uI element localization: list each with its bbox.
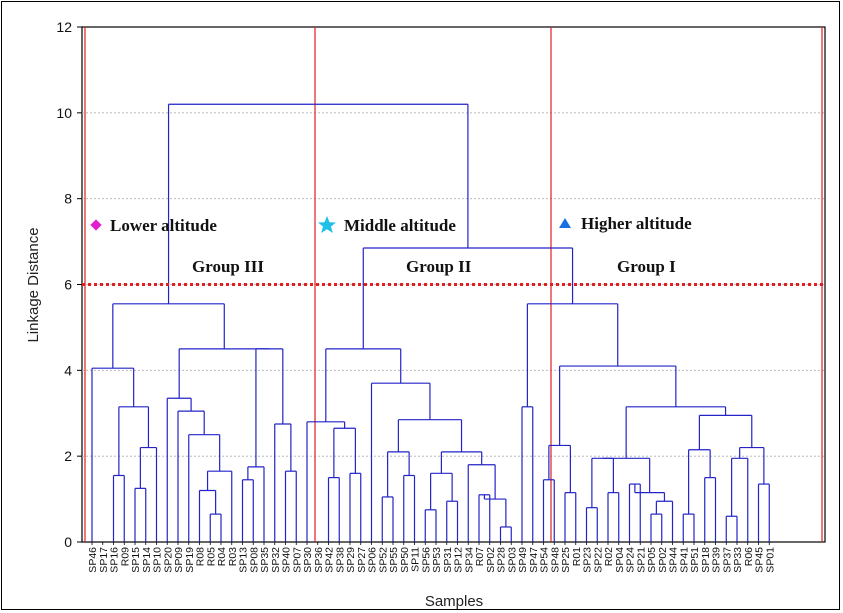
leaf-label: SP07 [291,547,303,573]
leaf-label: SP46 [87,547,99,573]
leaf-label: SP27 [356,547,368,573]
y-tick-label: 8 [64,191,72,207]
leaf-label: SP30 [302,547,314,573]
y-tick-label: 10 [56,105,72,121]
leaf-labels: SP46SP17SP16R09SP15SP14SP10SP20SP09SP19R… [87,542,776,573]
leaf-label: SP28 [496,547,508,573]
leaf-label: SP42 [324,547,336,573]
leaf-label: R03 [227,547,239,566]
leaf-label: SP34 [463,547,475,573]
leaf-label: SP56 [420,547,432,573]
leaf-label: SP41 [678,547,690,573]
leaf-label: SP17 [98,547,110,573]
leaf-label: SP21 [635,547,647,573]
leaf-label: SP01 [764,547,776,573]
leaf-label: SP39 [711,547,723,573]
leaf-label: SP40 [281,547,293,573]
lower-altitude-label: Lower altitude [110,216,217,235]
leaf-label: R06 [743,547,755,566]
leaf-label: SP11 [410,547,422,572]
leaf-label: SP44 [668,547,680,573]
leaf-label: SP53 [431,547,443,573]
leaf-label: SP20 [162,547,174,573]
dendrogram-tree [91,103,770,542]
triangle-icon [559,218,571,228]
leaf-label: SP14 [141,547,153,573]
leaf-label: SP36 [313,547,325,573]
leaf-label: R09 [119,547,131,566]
leaf-label: R08 [195,547,207,566]
leaf-label: SP25 [560,547,572,573]
y-tick-label: 6 [64,277,72,293]
leaf-label: SP29 [345,547,357,573]
leaf-label: SP08 [248,547,260,573]
middle-altitude-label: Middle altitude [344,216,456,235]
group-i-label: Group I [617,257,676,276]
leaf-label: SP05 [646,547,658,573]
leaf-label: SP06 [367,547,379,573]
y-tick-label: 4 [64,362,72,378]
leaf-label: R05 [205,547,217,566]
diamond-icon [90,219,102,231]
leaf-label: SP55 [388,547,400,573]
leaf-label: SP04 [614,547,626,573]
y-tick-label: 0 [64,534,72,550]
leaf-label: SP48 [549,547,561,573]
leaf-label: SP54 [539,547,551,573]
star-icon [318,216,336,233]
leaf-label: R04 [216,547,228,566]
leaf-label: SP09 [173,547,185,573]
leaf-label: R02 [603,547,615,566]
leaf-label: SP50 [399,547,411,573]
leaf-label: SP49 [517,547,529,573]
leaf-label: SP13 [238,547,250,573]
leaf-label: SP31 [442,547,454,573]
leaf-label: SP19 [184,547,196,573]
x-axis-label: Samples [425,593,483,610]
leaf-label: SP16 [109,547,121,573]
leaf-label: SP15 [130,547,142,573]
leaf-label: SP02 [657,547,669,573]
y-tick-label: 12 [56,19,72,35]
leaf-label: SP32 [270,547,282,573]
leaf-label: SP22 [592,547,604,573]
leaf-label: SP37 [721,547,733,573]
leaf-label: SP23 [582,547,594,573]
leaf-label: SP03 [506,547,518,573]
leaf-label: SP18 [700,547,712,573]
leaf-label: SP12 [453,547,465,573]
y-tick-label: 2 [64,448,72,464]
leaf-label: R07 [474,547,486,566]
leaf-label: SP52 [377,547,389,573]
leaf-label: SP02 [485,547,497,573]
leaf-label: SP35 [259,547,271,573]
leaf-label: R01 [571,547,583,566]
leaf-label: SP10 [152,547,164,573]
leaf-label: SP47 [528,547,540,573]
leaf-label: SP45 [754,547,766,573]
group-ii-label: Group II [406,257,472,276]
leaf-label: SP38 [334,547,346,573]
leaf-label: SP24 [625,547,637,573]
group-iii-label: Group III [192,257,264,276]
leaf-label: SP51 [689,547,701,573]
leaf-label: SP33 [732,547,744,573]
higher-altitude-label: Higher altitude [581,214,692,233]
y-axis-label: Linkage Distance [25,227,42,342]
y-axis-ticks: 0 2 4 6 8 10 12 [56,19,82,550]
